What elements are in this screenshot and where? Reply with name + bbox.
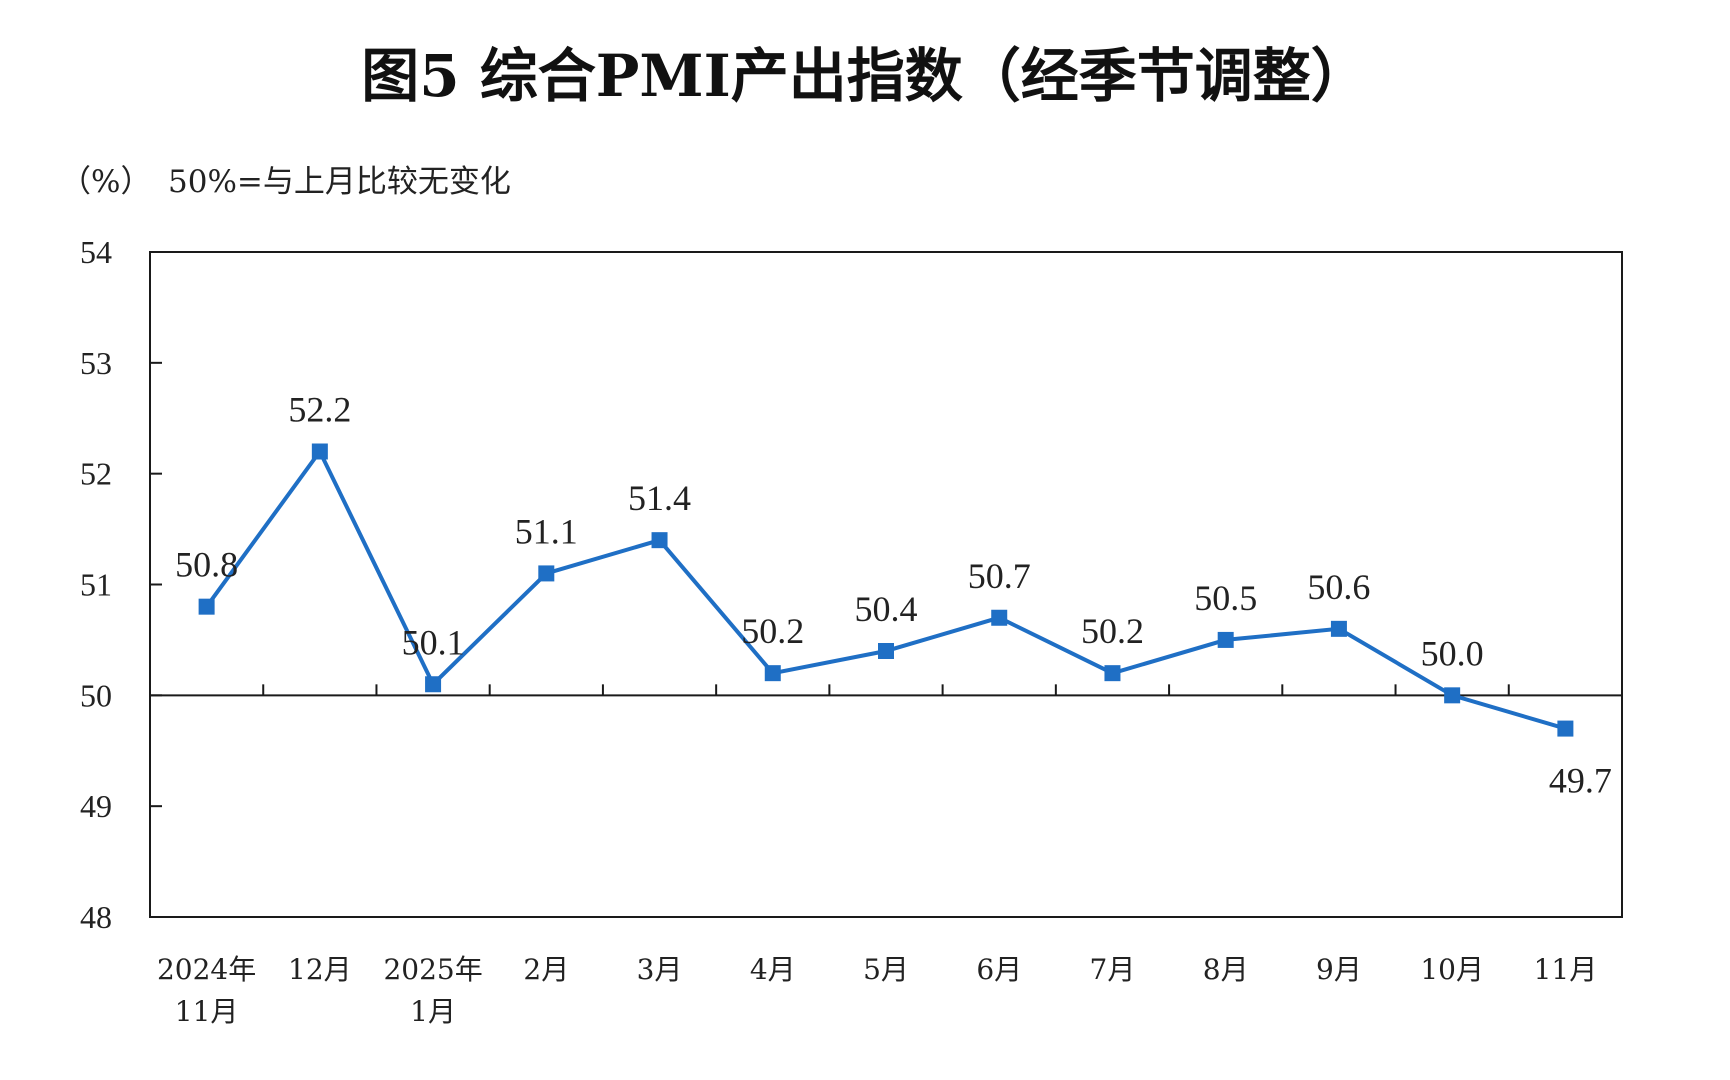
- baseline-note: 50%=与上月比较无变化: [168, 164, 511, 200]
- data-point-marker: [1330, 620, 1347, 637]
- y-unit-label: （%）: [60, 164, 151, 200]
- data-point-marker: [198, 598, 215, 615]
- data-value-label: 50.0: [1421, 633, 1484, 673]
- data-point-marker: [425, 676, 442, 693]
- x-category-label: 2月: [523, 953, 569, 986]
- data-value-label: 51.1: [515, 511, 578, 551]
- chart-title: 图5 综合PMI产出指数（经季节调整）: [361, 42, 1369, 110]
- data-value-label: 52.2: [288, 390, 351, 430]
- x-category-label: 1月: [410, 995, 456, 1028]
- data-value-label: 50.2: [741, 611, 804, 651]
- data-point-marker: [311, 443, 328, 460]
- y-tick-label: 51: [80, 567, 112, 603]
- data-point-marker: [878, 643, 894, 659]
- x-category-label: 5月: [863, 953, 909, 986]
- x-category-label: 2025年: [383, 953, 482, 986]
- x-category-label: 11月: [1534, 953, 1598, 986]
- x-category-label: 11月: [175, 995, 239, 1028]
- data-point-marker: [991, 609, 1008, 626]
- y-tick-label: 49: [80, 788, 112, 824]
- data-point-marker: [1444, 687, 1461, 704]
- x-category-label: 7月: [1090, 953, 1136, 986]
- data-value-label: 50.1: [402, 622, 465, 662]
- data-value-label: 50.5: [1194, 578, 1257, 618]
- y-tick-label: 53: [80, 345, 112, 381]
- y-tick-label: 48: [80, 899, 112, 935]
- data-point-marker: [764, 665, 781, 682]
- x-category-label: 12月: [288, 953, 352, 986]
- x-category-label: 2024年: [157, 953, 256, 986]
- data-value-label: 50.2: [1081, 611, 1144, 651]
- plot-area: 48 49 50 51 52 53 54 2024年 11月 12月 2025年 1月 2月 3月 4月 5月…: [80, 234, 1623, 1028]
- y-tick-label: 50: [80, 677, 112, 713]
- y-tick-label: 52: [80, 456, 112, 492]
- data-value-label: 50.8: [175, 545, 238, 585]
- data-value-label: 50.7: [968, 556, 1031, 596]
- x-category-label: 9月: [1316, 953, 1362, 986]
- data-point-marker: [1104, 665, 1121, 682]
- x-category-label: 6月: [976, 953, 1022, 986]
- data-value-label: 50.4: [855, 589, 918, 629]
- y-tick-label: 54: [80, 234, 112, 270]
- data-point-marker: [1557, 720, 1574, 737]
- data-point-marker: [651, 532, 668, 549]
- x-category-label: 8月: [1203, 953, 1249, 986]
- plot-frame: [149, 251, 1623, 918]
- data-point-marker: [1217, 631, 1234, 648]
- data-point-marker: [538, 565, 555, 582]
- x-category-label: 4月: [750, 953, 796, 986]
- x-category-label: 3月: [637, 953, 683, 986]
- data-value-label: 51.4: [628, 478, 691, 518]
- data-value-label: 49.7: [1549, 761, 1612, 801]
- x-category-label: 10月: [1420, 953, 1484, 986]
- data-value-label: 50.6: [1307, 567, 1370, 607]
